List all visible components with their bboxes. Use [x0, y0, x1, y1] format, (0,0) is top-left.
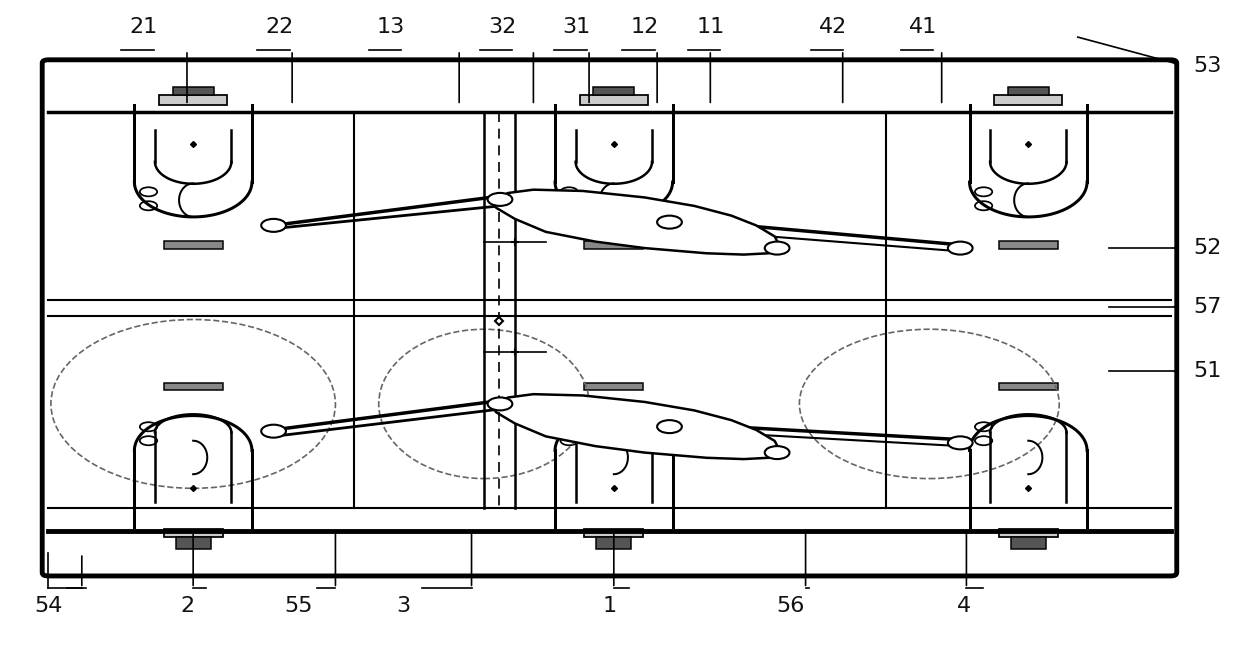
Polygon shape — [584, 241, 644, 249]
Circle shape — [975, 422, 992, 432]
Polygon shape — [1011, 537, 1045, 548]
Text: 2: 2 — [180, 597, 193, 616]
Circle shape — [657, 420, 682, 433]
Circle shape — [140, 201, 157, 211]
Text: 12: 12 — [631, 18, 658, 37]
Polygon shape — [164, 241, 222, 249]
Text: 56: 56 — [776, 597, 805, 616]
Text: 51: 51 — [1193, 361, 1221, 381]
Circle shape — [947, 436, 972, 449]
Polygon shape — [596, 537, 631, 548]
Polygon shape — [176, 537, 211, 548]
Polygon shape — [172, 87, 213, 95]
Text: 32: 32 — [489, 18, 517, 37]
Circle shape — [140, 436, 157, 445]
Polygon shape — [999, 529, 1058, 537]
Circle shape — [657, 216, 682, 229]
Polygon shape — [594, 87, 635, 95]
Polygon shape — [490, 394, 781, 459]
Circle shape — [975, 436, 992, 445]
Polygon shape — [580, 95, 647, 105]
Text: 31: 31 — [563, 18, 590, 37]
Polygon shape — [999, 241, 1058, 249]
Text: 1: 1 — [603, 597, 618, 616]
Text: 22: 22 — [265, 18, 294, 37]
Circle shape — [947, 242, 972, 254]
Circle shape — [487, 193, 512, 206]
Polygon shape — [164, 383, 222, 391]
Text: 55: 55 — [284, 597, 312, 616]
Text: 4: 4 — [957, 597, 971, 616]
Circle shape — [487, 398, 512, 410]
Polygon shape — [164, 529, 222, 537]
Polygon shape — [1008, 87, 1049, 95]
Text: 41: 41 — [909, 18, 937, 37]
Polygon shape — [584, 383, 644, 391]
Polygon shape — [490, 190, 781, 254]
Circle shape — [560, 436, 578, 445]
Circle shape — [560, 187, 578, 196]
Text: 42: 42 — [818, 18, 847, 37]
Polygon shape — [584, 529, 644, 537]
Text: 53: 53 — [1193, 56, 1221, 76]
Text: 3: 3 — [397, 597, 410, 616]
Text: 54: 54 — [35, 597, 62, 616]
Text: 52: 52 — [1193, 238, 1221, 258]
Circle shape — [765, 446, 790, 459]
Circle shape — [140, 422, 157, 432]
Circle shape — [560, 201, 578, 211]
Text: 21: 21 — [129, 18, 157, 37]
Text: 11: 11 — [696, 18, 724, 37]
Circle shape — [262, 219, 286, 232]
Circle shape — [560, 422, 578, 432]
Circle shape — [262, 424, 286, 437]
Text: 13: 13 — [377, 18, 405, 37]
Circle shape — [765, 242, 790, 254]
Circle shape — [140, 187, 157, 196]
Circle shape — [975, 187, 992, 196]
Polygon shape — [999, 383, 1058, 391]
Text: 57: 57 — [1193, 297, 1221, 316]
Circle shape — [975, 201, 992, 211]
Polygon shape — [994, 95, 1063, 105]
Polygon shape — [159, 95, 227, 105]
